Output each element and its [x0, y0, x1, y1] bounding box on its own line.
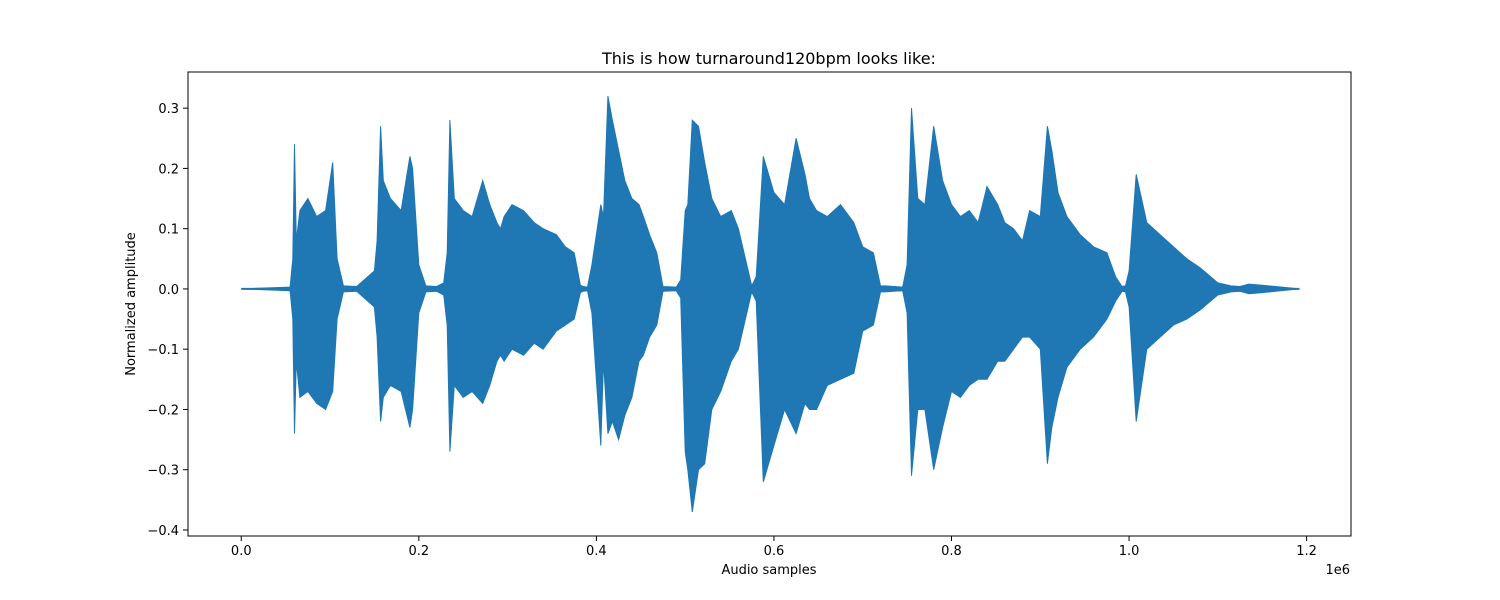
x-tick-label: 0.8 [941, 544, 962, 559]
y-tick-label: 0.2 [158, 162, 179, 177]
x-tick-label: 0.4 [586, 544, 607, 559]
axes-frame [187, 71, 1352, 537]
x-tick-label: 0.0 [231, 544, 252, 559]
y-tick-label: 0.0 [158, 283, 179, 298]
x-tick-label: 1.2 [1296, 544, 1317, 559]
y-tick-label: −0.1 [147, 343, 179, 358]
x-axis: 0.0 0.2 0.4 0.6 0.8 1.0 1.2 [231, 536, 1317, 559]
x-tick-label: 0.6 [764, 544, 785, 559]
x-tick-label: 1.0 [1119, 544, 1140, 559]
y-axis: −0.4 −0.3 −0.2 −0.1 0.0 0.1 0.2 0.3 [147, 102, 188, 539]
y-tick-label: −0.3 [147, 464, 179, 479]
x-axis-label: Audio samples [721, 563, 816, 578]
y-tick-label: 0.1 [158, 223, 179, 238]
y-axis-label: Normalized amplitude [124, 232, 139, 376]
y-tick-label: 0.3 [158, 102, 179, 117]
chart-title: This is how turnaround120bpm looks like: [601, 49, 936, 68]
x-tick-label: 0.2 [408, 544, 429, 559]
x-axis-offset-label: 1e6 [1325, 563, 1350, 578]
plot-area [241, 96, 1300, 512]
y-tick-label: −0.4 [147, 524, 179, 539]
waveform-series-0 [241, 96, 1300, 512]
y-tick-label: −0.2 [147, 403, 179, 418]
